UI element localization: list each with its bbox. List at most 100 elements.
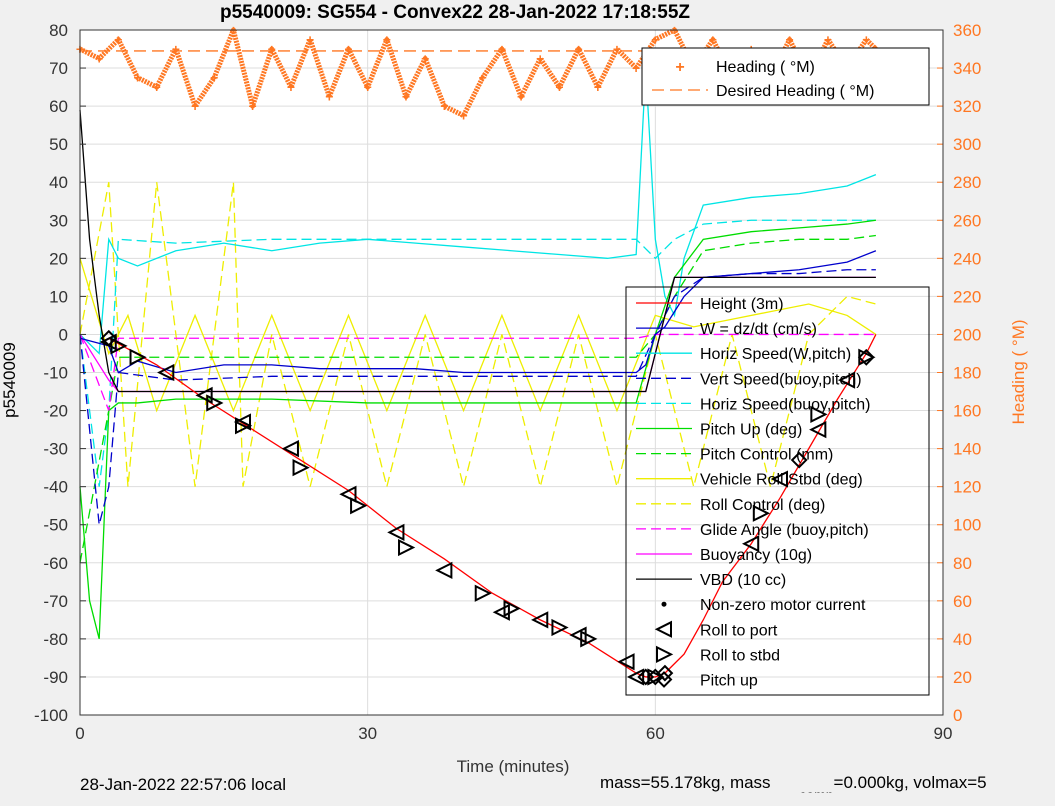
roll-to-stbd-marker	[292, 459, 310, 477]
roll-to-port-marker	[387, 523, 405, 541]
series-line-glide-angle-buoy-pitch	[79, 333, 876, 411]
y-tick-label: 60	[49, 97, 68, 116]
y2-tick-label: 40	[953, 630, 972, 649]
legend-heading-swatch: +	[675, 59, 684, 76]
y-tick-label: -20	[43, 402, 68, 421]
y-tick-label: -60	[43, 554, 68, 573]
series-line-vert-speed-buoy-pitch	[79, 269, 876, 525]
series-line-vehicle-roll-stbd-deg	[79, 258, 877, 413]
y-tick-label: -80	[43, 630, 68, 649]
y2-tick-label: 0	[953, 706, 962, 725]
y-tick-label: 80	[49, 21, 68, 40]
y-tick-label: 70	[49, 59, 68, 78]
y2-tick-label: 200	[953, 325, 981, 344]
roll-to-stbd-marker	[129, 348, 147, 366]
heading-point: +	[498, 41, 506, 57]
x-tick-label: 90	[934, 724, 953, 743]
heading-point: +	[133, 70, 141, 86]
heading-point: +	[172, 41, 180, 57]
roll-to-port-marker	[339, 485, 357, 503]
pitch-up-marker	[100, 329, 118, 347]
y-tick-label: 30	[49, 211, 68, 230]
roll-to-port-marker	[809, 420, 827, 439]
heading-point: +	[555, 79, 563, 95]
y2-tick-label: 180	[953, 364, 981, 383]
heading-point: +	[517, 89, 525, 105]
heading-point: +	[114, 32, 122, 48]
roll-to-stbd-marker	[235, 417, 253, 435]
roll-to-port-marker	[741, 535, 760, 553]
series-line-horiz-speed-w-pitch	[79, 68, 877, 355]
heading-point: +	[785, 32, 793, 48]
y-tick-label: -40	[43, 478, 68, 497]
heading-point: +	[459, 108, 467, 124]
heading-point: +	[287, 79, 295, 95]
heading-point: +	[536, 51, 544, 67]
heading-point: +	[383, 32, 391, 48]
heading-point: +	[632, 60, 640, 76]
y-tick-label: 20	[49, 249, 68, 268]
roll-to-stbd-marker	[350, 497, 368, 515]
footer-mass: mass=55.178kg, mass	[600, 773, 771, 792]
roll-to-stbd-marker	[551, 618, 569, 637]
heading-point: +	[325, 89, 333, 105]
roll-to-port-marker	[531, 611, 549, 629]
footer-local-time: 28-Jan-2022 22:57:06 local	[80, 775, 287, 794]
roll-to-port-marker	[626, 668, 645, 686]
heading-point: +	[95, 51, 103, 67]
legend-main-label: Pitch Up (deg)	[700, 422, 802, 439]
y2-tick-label: 140	[953, 440, 981, 459]
series-line-vbd-10-cc	[79, 109, 876, 393]
legend-main-label: Height (3m)	[700, 296, 784, 313]
y-tick-label: 40	[49, 173, 68, 192]
legend-swatch	[654, 620, 672, 638]
y-tick-label: 0	[59, 325, 68, 344]
y2-tick-label: 240	[953, 249, 981, 268]
pitch-up-marker	[790, 451, 808, 469]
heading-point: +	[344, 41, 352, 57]
legend-top-label: Desired Heading ( °M)	[716, 83, 874, 100]
heading-point: +	[306, 32, 314, 48]
legend-main-label: Roll Control (deg)	[700, 497, 825, 514]
y-axis-label: p5540009	[0, 342, 19, 418]
roll-to-port-marker	[233, 413, 252, 431]
roll-to-stbd-marker	[503, 599, 521, 618]
legend-main-label: Roll to port	[700, 622, 778, 639]
roll-to-stbd-marker	[110, 337, 128, 355]
y-tick-label: -70	[43, 592, 68, 611]
series-line-horiz-speed-buoy-pitch	[79, 219, 876, 487]
y2-axis-label: Heading ( °M)	[1009, 319, 1028, 424]
pitch-up-marker	[857, 348, 875, 366]
heading-point: +	[575, 41, 583, 57]
y2-tick-label: 280	[953, 173, 981, 192]
heading-point: +	[613, 41, 621, 57]
legend-main-label: Vert Speed(buoy,pitch)	[700, 371, 862, 388]
x-axis-label: Time (minutes)	[457, 757, 570, 776]
x-tick-label: 30	[358, 724, 377, 743]
heading-point: +	[479, 70, 487, 86]
series-line-roll-control-deg	[79, 182, 877, 487]
heading-point: +	[268, 41, 276, 57]
heading-point: +	[824, 32, 832, 48]
chart-title: p5540009: SG554 - Convex22 28-Jan-2022 1…	[220, 2, 690, 23]
legend-top-box	[641, 47, 930, 106]
footer-rest: =0.000kg, volmax=5	[833, 773, 987, 792]
roll-to-stbd-marker	[810, 405, 828, 423]
roll-to-port-marker	[770, 470, 788, 488]
roll-to-stbd-marker	[752, 504, 771, 522]
x-tick-label: 0	[75, 724, 84, 743]
heading-point: +	[153, 79, 161, 95]
roll-to-stbd-marker	[206, 394, 224, 412]
legend-swatch	[656, 645, 674, 664]
roll-to-port-marker	[435, 561, 453, 580]
roll-to-stbd-marker	[580, 630, 598, 648]
heading-point: +	[709, 32, 717, 48]
legend-main-label: Glide Angle (buoy,pitch)	[700, 522, 869, 539]
y-tick-label: -90	[43, 668, 68, 687]
y2-tick-label: 260	[953, 211, 981, 230]
roll-to-port-marker	[157, 363, 175, 382]
plot-frame	[79, 29, 944, 716]
legend-swatch	[655, 671, 673, 688]
